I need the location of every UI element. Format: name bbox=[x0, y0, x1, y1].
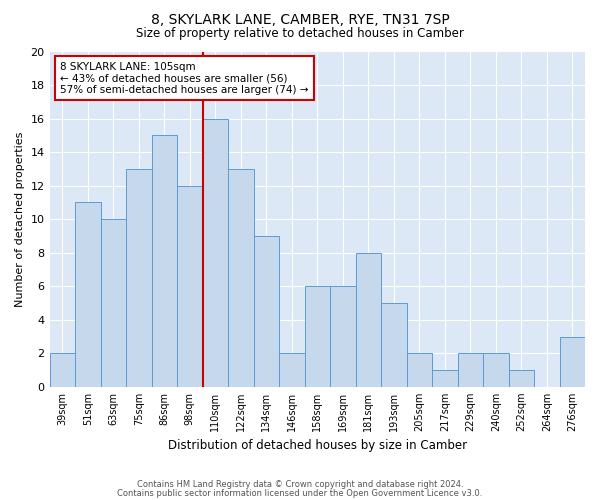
Bar bbox=[458, 354, 483, 387]
Bar bbox=[305, 286, 330, 387]
Text: Contains public sector information licensed under the Open Government Licence v3: Contains public sector information licen… bbox=[118, 488, 482, 498]
Bar bbox=[75, 202, 101, 387]
Bar bbox=[50, 354, 75, 387]
Bar bbox=[330, 286, 356, 387]
Bar bbox=[254, 236, 279, 387]
Bar bbox=[381, 303, 407, 387]
Bar bbox=[228, 169, 254, 387]
Bar bbox=[126, 169, 152, 387]
Bar bbox=[279, 354, 305, 387]
Bar bbox=[356, 252, 381, 387]
Bar bbox=[152, 136, 177, 387]
Text: 8, SKYLARK LANE, CAMBER, RYE, TN31 7SP: 8, SKYLARK LANE, CAMBER, RYE, TN31 7SP bbox=[151, 12, 449, 26]
Bar bbox=[509, 370, 534, 387]
Y-axis label: Number of detached properties: Number of detached properties bbox=[15, 132, 25, 307]
Bar bbox=[560, 336, 585, 387]
Text: 8 SKYLARK LANE: 105sqm
← 43% of detached houses are smaller (56)
57% of semi-det: 8 SKYLARK LANE: 105sqm ← 43% of detached… bbox=[60, 62, 309, 95]
X-axis label: Distribution of detached houses by size in Camber: Distribution of detached houses by size … bbox=[168, 440, 467, 452]
Text: Size of property relative to detached houses in Camber: Size of property relative to detached ho… bbox=[136, 28, 464, 40]
Bar bbox=[432, 370, 458, 387]
Bar bbox=[101, 219, 126, 387]
Bar bbox=[483, 354, 509, 387]
Bar bbox=[407, 354, 432, 387]
Text: Contains HM Land Registry data © Crown copyright and database right 2024.: Contains HM Land Registry data © Crown c… bbox=[137, 480, 463, 489]
Bar bbox=[177, 186, 203, 387]
Bar bbox=[203, 118, 228, 387]
